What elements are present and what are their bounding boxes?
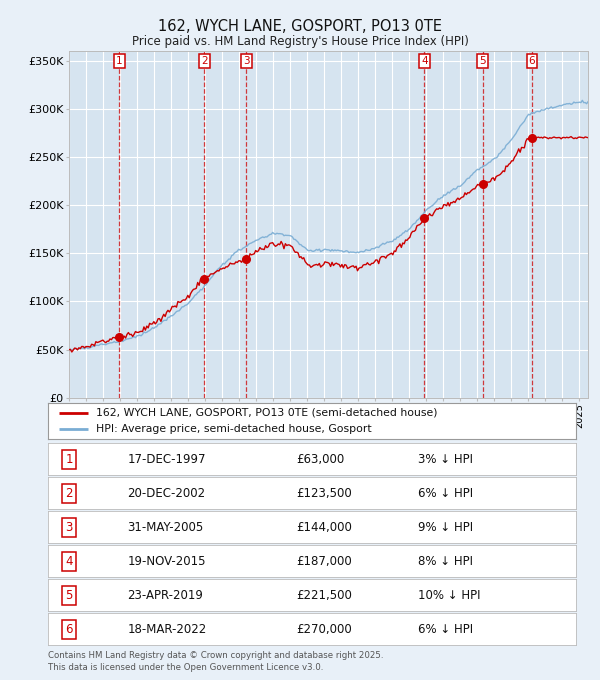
Text: 3% ↓ HPI: 3% ↓ HPI bbox=[418, 453, 473, 466]
Text: £270,000: £270,000 bbox=[296, 623, 352, 636]
Text: 5: 5 bbox=[65, 589, 73, 602]
Text: 4: 4 bbox=[421, 56, 428, 66]
Text: 31-MAY-2005: 31-MAY-2005 bbox=[127, 521, 203, 534]
Text: 17-DEC-1997: 17-DEC-1997 bbox=[127, 453, 206, 466]
Text: Contains HM Land Registry data © Crown copyright and database right 2025.
This d: Contains HM Land Registry data © Crown c… bbox=[48, 651, 383, 672]
Text: 5: 5 bbox=[479, 56, 486, 66]
Text: £187,000: £187,000 bbox=[296, 555, 352, 568]
Text: 2: 2 bbox=[201, 56, 208, 66]
Text: £123,500: £123,500 bbox=[296, 487, 352, 500]
Text: 4: 4 bbox=[65, 555, 73, 568]
Text: 162, WYCH LANE, GOSPORT, PO13 0TE (semi-detached house): 162, WYCH LANE, GOSPORT, PO13 0TE (semi-… bbox=[95, 407, 437, 418]
Text: 3: 3 bbox=[65, 521, 73, 534]
Text: 8% ↓ HPI: 8% ↓ HPI bbox=[418, 555, 473, 568]
Text: 1: 1 bbox=[65, 453, 73, 466]
Text: 18-MAR-2022: 18-MAR-2022 bbox=[127, 623, 206, 636]
Text: 23-APR-2019: 23-APR-2019 bbox=[127, 589, 203, 602]
Text: 3: 3 bbox=[243, 56, 250, 66]
Text: 10% ↓ HPI: 10% ↓ HPI bbox=[418, 589, 480, 602]
Text: 6: 6 bbox=[529, 56, 535, 66]
Text: Price paid vs. HM Land Registry's House Price Index (HPI): Price paid vs. HM Land Registry's House … bbox=[131, 35, 469, 48]
Text: 6: 6 bbox=[65, 623, 73, 636]
Text: 6% ↓ HPI: 6% ↓ HPI bbox=[418, 623, 473, 636]
Text: 19-NOV-2015: 19-NOV-2015 bbox=[127, 555, 206, 568]
Text: £144,000: £144,000 bbox=[296, 521, 352, 534]
Text: HPI: Average price, semi-detached house, Gosport: HPI: Average price, semi-detached house,… bbox=[95, 424, 371, 434]
Text: 1: 1 bbox=[116, 56, 122, 66]
Text: 9% ↓ HPI: 9% ↓ HPI bbox=[418, 521, 473, 534]
Text: 2: 2 bbox=[65, 487, 73, 500]
Text: 20-DEC-2002: 20-DEC-2002 bbox=[127, 487, 205, 500]
Text: £63,000: £63,000 bbox=[296, 453, 344, 466]
Text: 162, WYCH LANE, GOSPORT, PO13 0TE: 162, WYCH LANE, GOSPORT, PO13 0TE bbox=[158, 19, 442, 34]
Text: £221,500: £221,500 bbox=[296, 589, 352, 602]
Text: 6% ↓ HPI: 6% ↓ HPI bbox=[418, 487, 473, 500]
